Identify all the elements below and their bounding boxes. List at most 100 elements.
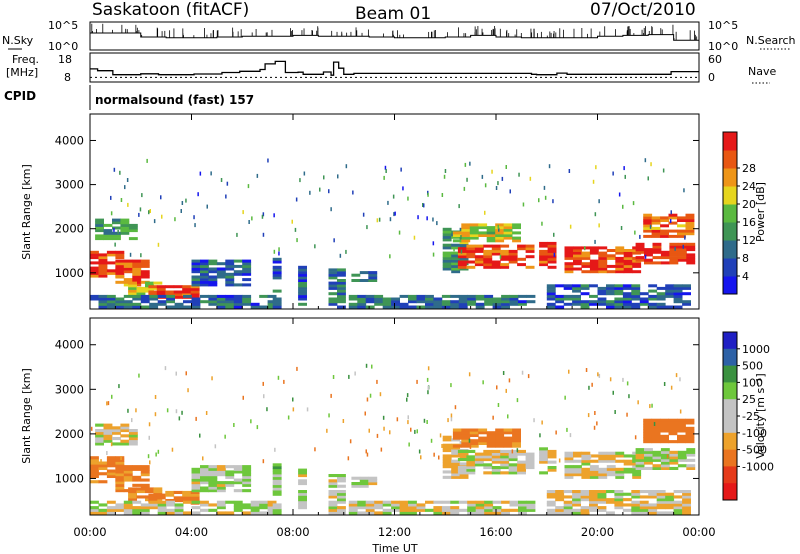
data-speckle bbox=[443, 174, 446, 179]
data-speckle bbox=[371, 364, 373, 369]
nsearch-label: N.Search bbox=[746, 34, 796, 47]
data-cell bbox=[623, 454, 633, 458]
data-cell bbox=[615, 267, 625, 271]
data-speckle bbox=[669, 218, 672, 223]
data-cell bbox=[517, 460, 526, 464]
data-cell bbox=[156, 493, 166, 497]
data-cell bbox=[495, 236, 505, 240]
data-speckle bbox=[171, 447, 174, 452]
frequency-series-line bbox=[90, 60, 699, 76]
data-cell bbox=[546, 286, 556, 290]
data-cell bbox=[272, 490, 282, 494]
data-speckle bbox=[392, 194, 395, 199]
data-cell bbox=[508, 455, 518, 459]
data-cell bbox=[182, 493, 192, 497]
data-cell bbox=[365, 506, 375, 510]
data-cell bbox=[635, 245, 645, 249]
data-cell bbox=[622, 297, 632, 301]
data-cell bbox=[606, 289, 615, 293]
data-cell bbox=[501, 500, 510, 504]
data-cell bbox=[491, 449, 501, 453]
data-cell bbox=[328, 284, 338, 288]
data-cell bbox=[106, 269, 116, 273]
data-cell bbox=[208, 470, 218, 474]
data-cell bbox=[242, 267, 252, 271]
data-cell bbox=[216, 481, 226, 485]
data-cell bbox=[500, 257, 510, 261]
data-cell bbox=[563, 500, 573, 504]
data-cell bbox=[573, 256, 582, 260]
data-cell bbox=[509, 503, 519, 507]
data-cell bbox=[475, 305, 485, 309]
data-cell bbox=[190, 295, 200, 299]
data-cell bbox=[328, 495, 338, 499]
data-cell bbox=[589, 500, 598, 504]
data-cell bbox=[457, 247, 467, 251]
data-cell bbox=[643, 221, 653, 225]
data-cell bbox=[233, 489, 243, 493]
data-cell bbox=[682, 492, 691, 496]
data-cell bbox=[660, 421, 669, 425]
data-cell bbox=[563, 508, 573, 512]
data-speckle bbox=[148, 210, 150, 215]
data-cell bbox=[639, 511, 649, 515]
data-cell bbox=[191, 489, 201, 493]
data-cell bbox=[512, 439, 521, 443]
data-cell bbox=[391, 305, 400, 309]
data-cell bbox=[328, 302, 338, 306]
data-speckle bbox=[433, 452, 435, 457]
data-cell bbox=[466, 255, 476, 259]
data-cell bbox=[451, 259, 461, 263]
data-cell bbox=[597, 495, 607, 499]
data-cell bbox=[165, 499, 175, 503]
data-cell bbox=[337, 490, 346, 494]
data-cell bbox=[98, 305, 108, 309]
data-cell bbox=[348, 294, 358, 298]
data-cell bbox=[474, 263, 484, 267]
data-cell bbox=[382, 302, 392, 306]
data-cell bbox=[643, 418, 653, 422]
data-cell bbox=[484, 297, 494, 301]
data-cell bbox=[200, 481, 209, 485]
data-speckle bbox=[261, 214, 264, 219]
data-cell bbox=[580, 284, 590, 288]
data-cell bbox=[665, 492, 675, 496]
data-cell bbox=[525, 455, 535, 459]
data-cell bbox=[267, 305, 277, 309]
data-cell bbox=[216, 294, 226, 298]
data-cell bbox=[597, 508, 607, 512]
data-cell bbox=[165, 285, 175, 289]
data-cell bbox=[337, 484, 346, 488]
data-cell bbox=[572, 297, 581, 301]
data-cell bbox=[677, 456, 687, 460]
data-cell bbox=[90, 274, 99, 278]
data-cell bbox=[337, 268, 346, 272]
data-speckle bbox=[147, 454, 150, 459]
data-cell bbox=[90, 261, 99, 265]
data-cell bbox=[644, 453, 653, 457]
data-cell bbox=[635, 461, 645, 465]
data-cell bbox=[259, 511, 269, 515]
data-speckle bbox=[468, 372, 471, 377]
data-cell bbox=[442, 457, 452, 461]
data-cell bbox=[425, 297, 434, 301]
data-cell bbox=[478, 439, 488, 443]
data-cell bbox=[120, 429, 130, 433]
data-cell bbox=[673, 284, 683, 288]
power-colorbar-color-swatch bbox=[723, 258, 737, 277]
data-cell bbox=[250, 503, 260, 507]
data-cell bbox=[140, 297, 150, 301]
data-cell bbox=[216, 272, 226, 276]
data-cell bbox=[337, 305, 346, 309]
data-cell bbox=[337, 476, 346, 480]
data-cell bbox=[357, 511, 367, 515]
data-cell bbox=[128, 292, 137, 296]
data-cell bbox=[572, 492, 581, 496]
data-cell bbox=[106, 261, 116, 265]
data-cell bbox=[682, 495, 691, 499]
data-cell bbox=[250, 500, 260, 504]
data-speckle bbox=[242, 210, 244, 215]
data-cell bbox=[656, 506, 666, 510]
data-speckle bbox=[497, 224, 499, 229]
data-cell bbox=[200, 489, 209, 493]
